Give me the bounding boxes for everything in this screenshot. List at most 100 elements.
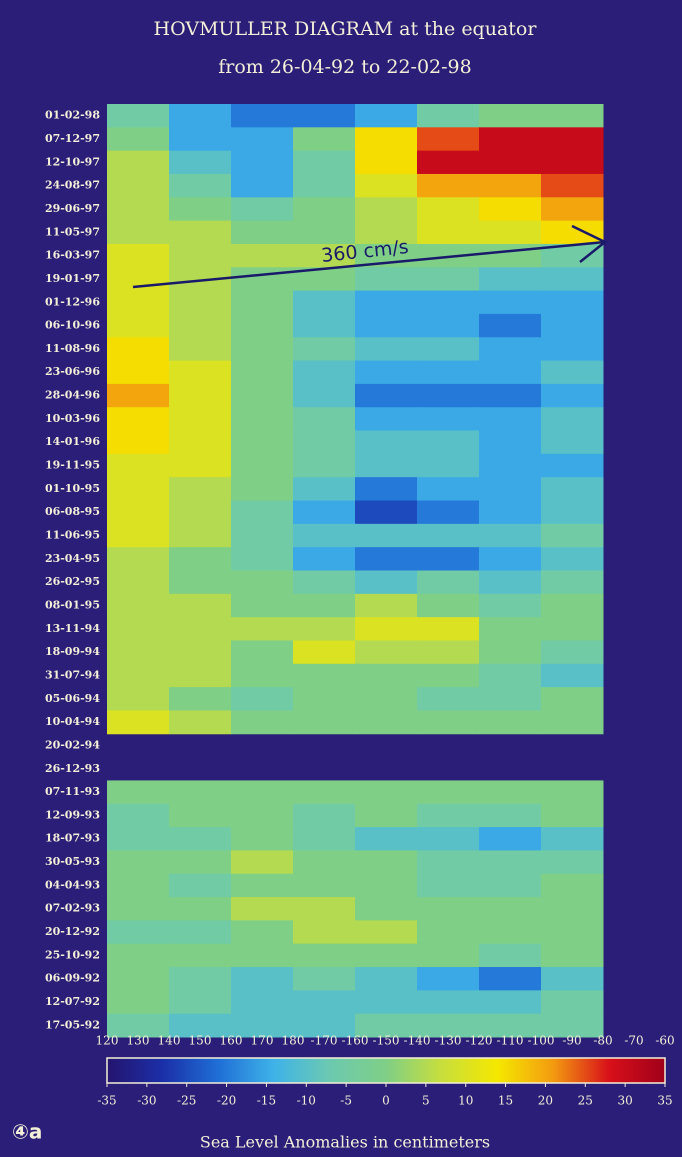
heat-cell [169,150,232,175]
heat-cell [169,570,232,595]
heat-cell [479,780,542,805]
heat-cell [293,617,356,641]
heat-cell [541,197,604,222]
colorbar-label: Sea Level Anomalies in centimeters [200,1133,490,1152]
heat-cell [417,687,480,711]
heat-cell [107,827,170,851]
heat-cell [417,430,480,455]
heat-cell [355,943,418,968]
heat-cell [293,663,356,688]
heat-cell [293,500,356,525]
heat-cell [541,407,604,432]
y-tick-label: 06-10-96 [45,319,100,332]
heat-cell [355,803,418,828]
heat-cell [479,500,542,525]
heat-cell [355,617,418,641]
heat-cell [417,593,480,618]
y-tick-label: 01-12-96 [45,295,100,308]
arrow-line [132,240,606,289]
heat-cell [417,267,480,292]
heat-cell [293,920,356,945]
chart-title: HOVMULLER DIAGRAM at the equator [154,18,538,40]
heat-cell [479,593,542,618]
y-tick-label: 01-10-95 [45,482,100,495]
heat-cell [355,430,418,455]
heat-cell [355,127,418,152]
y-tick-label: 12-09-93 [45,808,100,821]
heat-cell [293,243,356,268]
heat-cell [169,267,232,292]
y-tick-label: 26-12-93 [45,762,100,775]
y-tick-label: 13-11-94 [45,622,100,635]
heat-cell [479,267,542,292]
heat-cell [355,500,418,525]
colorbar-tick-label: 25 [578,1094,593,1108]
heat-cell [231,407,294,432]
heat-cell [541,220,604,245]
heat-cell [107,407,170,432]
heat-cell [293,430,356,455]
chart-subtitle: from 26-04-92 to 22-02-98 [218,56,472,78]
colorbar-tick-label: -15 [257,1094,276,1108]
heat-cell [541,290,604,315]
heat-cell [417,453,480,478]
heat-cell [231,920,294,945]
colorbar-tick-label: 0 [382,1094,390,1108]
heat-cell [479,570,542,595]
heat-cell [231,197,294,222]
heat-cell [541,547,604,571]
heat-cell [231,593,294,618]
heat-cell [541,453,604,478]
colorbar-tick-label: 30 [618,1094,633,1108]
heat-cell [107,687,170,711]
heat-cell [293,477,356,502]
heat-cell [541,873,604,898]
heat-cell [231,313,294,338]
heat-cell [107,197,170,222]
heat-cell [231,104,294,128]
heat-cell [417,1013,480,1038]
heat-cell [479,873,542,898]
heat-cell [479,617,542,641]
heat-cell [169,547,232,571]
heat-cell [231,943,294,968]
heat-cell [355,593,418,618]
heat-cell [231,547,294,571]
heat-cell [541,827,604,851]
heat-cell [293,943,356,968]
heat-cell [541,243,604,268]
heat-cell [231,687,294,711]
heat-cell [107,873,170,898]
x-tick-label: -100 [528,1034,555,1048]
heat-cell [107,290,170,315]
heat-cell [541,523,604,548]
colorbar-tick-label: -35 [97,1094,116,1108]
heat-cell [417,360,480,385]
heat-cell [479,337,542,362]
heat-cell [355,897,418,921]
heat-cell [417,897,480,921]
heat-cell [107,850,170,875]
colorbar-tick-label: -5 [340,1094,352,1108]
heat-cell [541,920,604,945]
heat-cell [541,593,604,618]
heat-cell [107,313,170,338]
heat-cell [169,990,232,1015]
heat-cell [107,547,170,571]
heat-cell [107,243,170,268]
y-tick-label: 23-04-95 [45,552,100,565]
heat-cell [355,150,418,175]
heat-cell [541,640,604,665]
heat-cell [355,290,418,315]
heat-cell [231,617,294,641]
heat-cell [355,104,418,128]
heat-cell [293,547,356,571]
heat-cell [169,197,232,222]
heat-cell [231,663,294,688]
heat-cell [355,267,418,292]
heat-cell [479,710,542,735]
heat-cell [169,383,232,408]
heat-cell [541,780,604,805]
heat-cell [541,337,604,362]
heat-cell [293,827,356,851]
